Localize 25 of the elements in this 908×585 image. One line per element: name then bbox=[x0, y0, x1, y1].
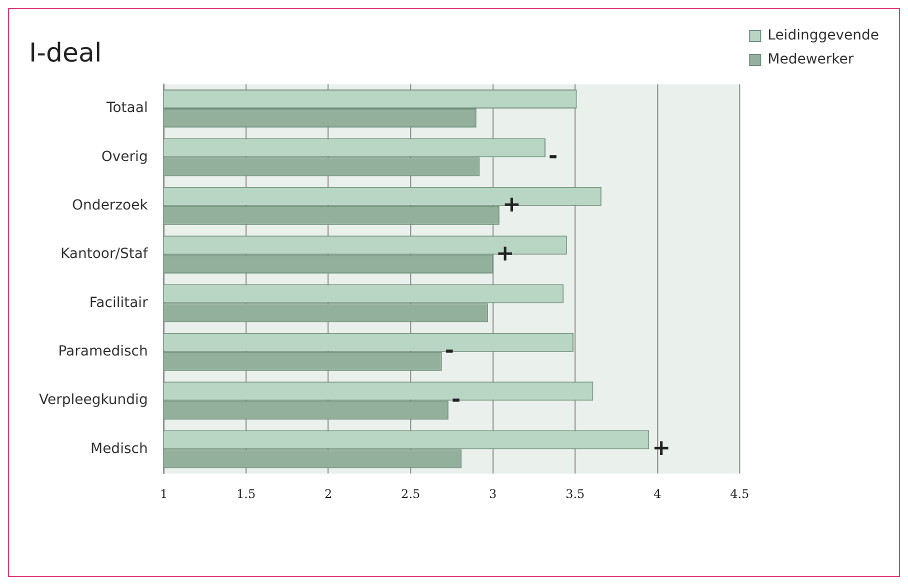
legend-label: Medewerker bbox=[768, 52, 854, 68]
annotation: + bbox=[502, 192, 521, 218]
annotation: + bbox=[652, 436, 671, 461]
x-tick-label: 1.5 bbox=[236, 486, 256, 501]
x-tick-label: 3 bbox=[489, 486, 497, 501]
y-tick-label: Overig bbox=[101, 148, 148, 165]
annotation: - bbox=[548, 144, 558, 169]
annotation: - bbox=[444, 338, 454, 364]
x-tick-label: 1 bbox=[160, 486, 168, 501]
y-tick-label: Facilitair bbox=[89, 294, 148, 311]
y-tick-label: Kantoor/Staf bbox=[60, 246, 149, 262]
y-tick-label: Medisch bbox=[90, 440, 148, 457]
x-tick-label: 4.5 bbox=[730, 486, 750, 501]
y-tick-label: Totaal bbox=[106, 100, 148, 116]
x-tick-label: 4 bbox=[654, 486, 662, 501]
legend-label: Leidinggevende bbox=[768, 28, 880, 44]
annotation: + bbox=[496, 241, 514, 266]
x-tick-label: 2 bbox=[324, 486, 332, 501]
x-tick-label: 3.5 bbox=[566, 486, 585, 501]
chart-title: I-deal bbox=[29, 38, 102, 68]
y-tick-label: Onderzoek bbox=[72, 198, 149, 214]
x-tick-label: 2.5 bbox=[401, 486, 420, 501]
annotation: - bbox=[451, 387, 461, 412]
y-tick-label: Paramedisch bbox=[58, 344, 148, 360]
y-tick-label: Verpleegkundig bbox=[38, 392, 148, 408]
